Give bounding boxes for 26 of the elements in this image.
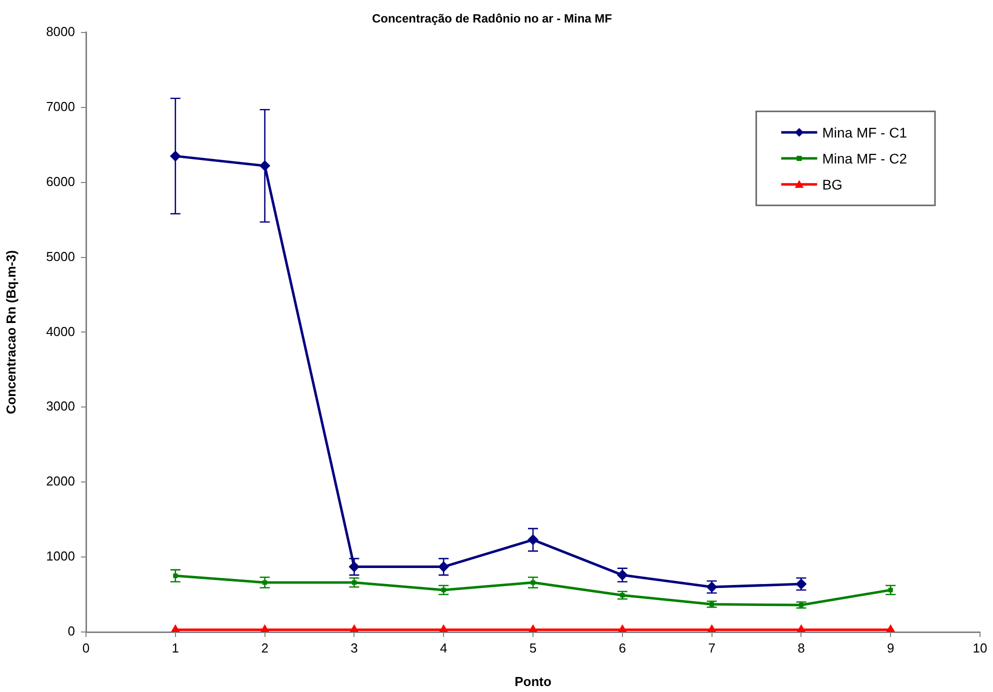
y-tick-label: 4000 bbox=[46, 324, 75, 339]
x-tick-label: 5 bbox=[529, 640, 537, 656]
chart-title: Concentração de Radônio no ar - Mina MF bbox=[372, 12, 612, 26]
y-axis-title: Concentracao Rn (Bq.m-3) bbox=[3, 250, 18, 414]
legend-label: BG bbox=[822, 176, 842, 192]
y-tick-label: 6000 bbox=[46, 174, 75, 189]
x-tick-label: 1 bbox=[172, 640, 180, 656]
y-tick-label: 0 bbox=[68, 624, 75, 639]
y-tick-label: 8000 bbox=[46, 24, 75, 39]
x-tick-label: 0 bbox=[82, 640, 90, 656]
x-tick-label: 3 bbox=[350, 640, 358, 656]
x-tick-label: 6 bbox=[618, 640, 626, 656]
x-tick-label: 10 bbox=[972, 640, 988, 656]
y-tick-label: 7000 bbox=[46, 98, 75, 114]
x-tick-label: 8 bbox=[798, 640, 805, 656]
x-tick-label: 7 bbox=[708, 640, 716, 656]
y-tick-label: 3000 bbox=[46, 398, 75, 414]
x-tick-label: 9 bbox=[886, 640, 894, 656]
legend-label: Mina MF - C1 bbox=[822, 124, 908, 140]
x-axis-title: Ponto bbox=[514, 674, 552, 689]
legend-label: Mina MF - C2 bbox=[822, 150, 908, 166]
x-tick-label: 2 bbox=[261, 640, 268, 656]
y-tick-label: 1000 bbox=[46, 548, 75, 564]
y-tick-label: 5000 bbox=[46, 248, 75, 264]
y-tick-label: 2000 bbox=[46, 474, 75, 489]
x-tick-label: 4 bbox=[440, 640, 448, 656]
